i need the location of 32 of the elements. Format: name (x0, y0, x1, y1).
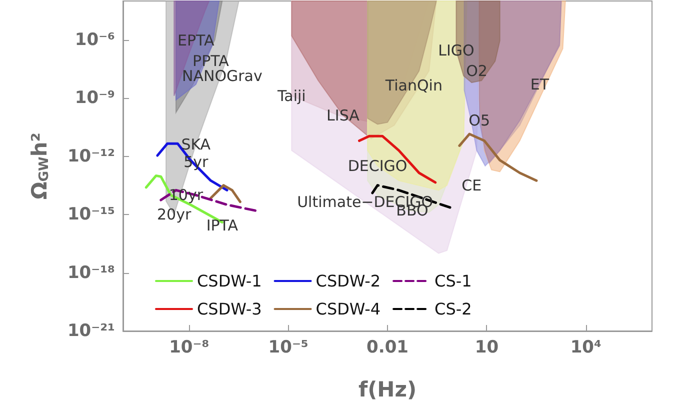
annotation: PPTA (192, 52, 230, 70)
y-tick-label: 10⁻⁹ (74, 88, 115, 108)
annotation: 20yr (156, 206, 192, 224)
annotation: Taiji (276, 86, 306, 105)
y-axis-title: ΩGWh² (28, 132, 52, 200)
y-tick-label: 10⁻¹⁵ (67, 204, 115, 225)
annotation: O2 (466, 62, 488, 80)
annotation: SKA (181, 136, 212, 154)
annotation: DECIGO (348, 156, 408, 175)
annotation: TianQin (384, 76, 442, 94)
y-tick-label: 10⁻¹² (67, 146, 115, 166)
annotation: O5 (468, 111, 490, 130)
annotation: LISA (326, 106, 360, 124)
legend-label: CSDW-3 (197, 300, 262, 318)
x-tick-label: 10 (474, 338, 499, 358)
legend-label: CSDW-1 (197, 272, 262, 290)
x-tick-label: 10⁻⁸ (169, 338, 210, 358)
y-tick-label: 10⁻¹⁸ (67, 262, 115, 283)
legend-label: CSDW-2 (316, 272, 381, 290)
annotation: ET (530, 75, 550, 94)
legend-label: CS-2 (434, 300, 472, 318)
y-tick-label: 10⁻⁶ (74, 30, 115, 50)
legend-label: CSDW-4 (316, 300, 381, 318)
legend-label: CS-1 (434, 272, 472, 290)
x-axis-title: f(Hz) (358, 378, 417, 402)
annotation: CE (462, 176, 482, 194)
annotation: EPTA (177, 32, 215, 50)
x-tick-label: 10⁴ (570, 338, 602, 358)
x-tick-label: 0.01 (366, 338, 408, 358)
y-tick-label: 10⁻²¹ (67, 321, 115, 341)
x-tick-label: 10⁻⁵ (268, 338, 308, 358)
annotation: IPTA (206, 216, 239, 234)
